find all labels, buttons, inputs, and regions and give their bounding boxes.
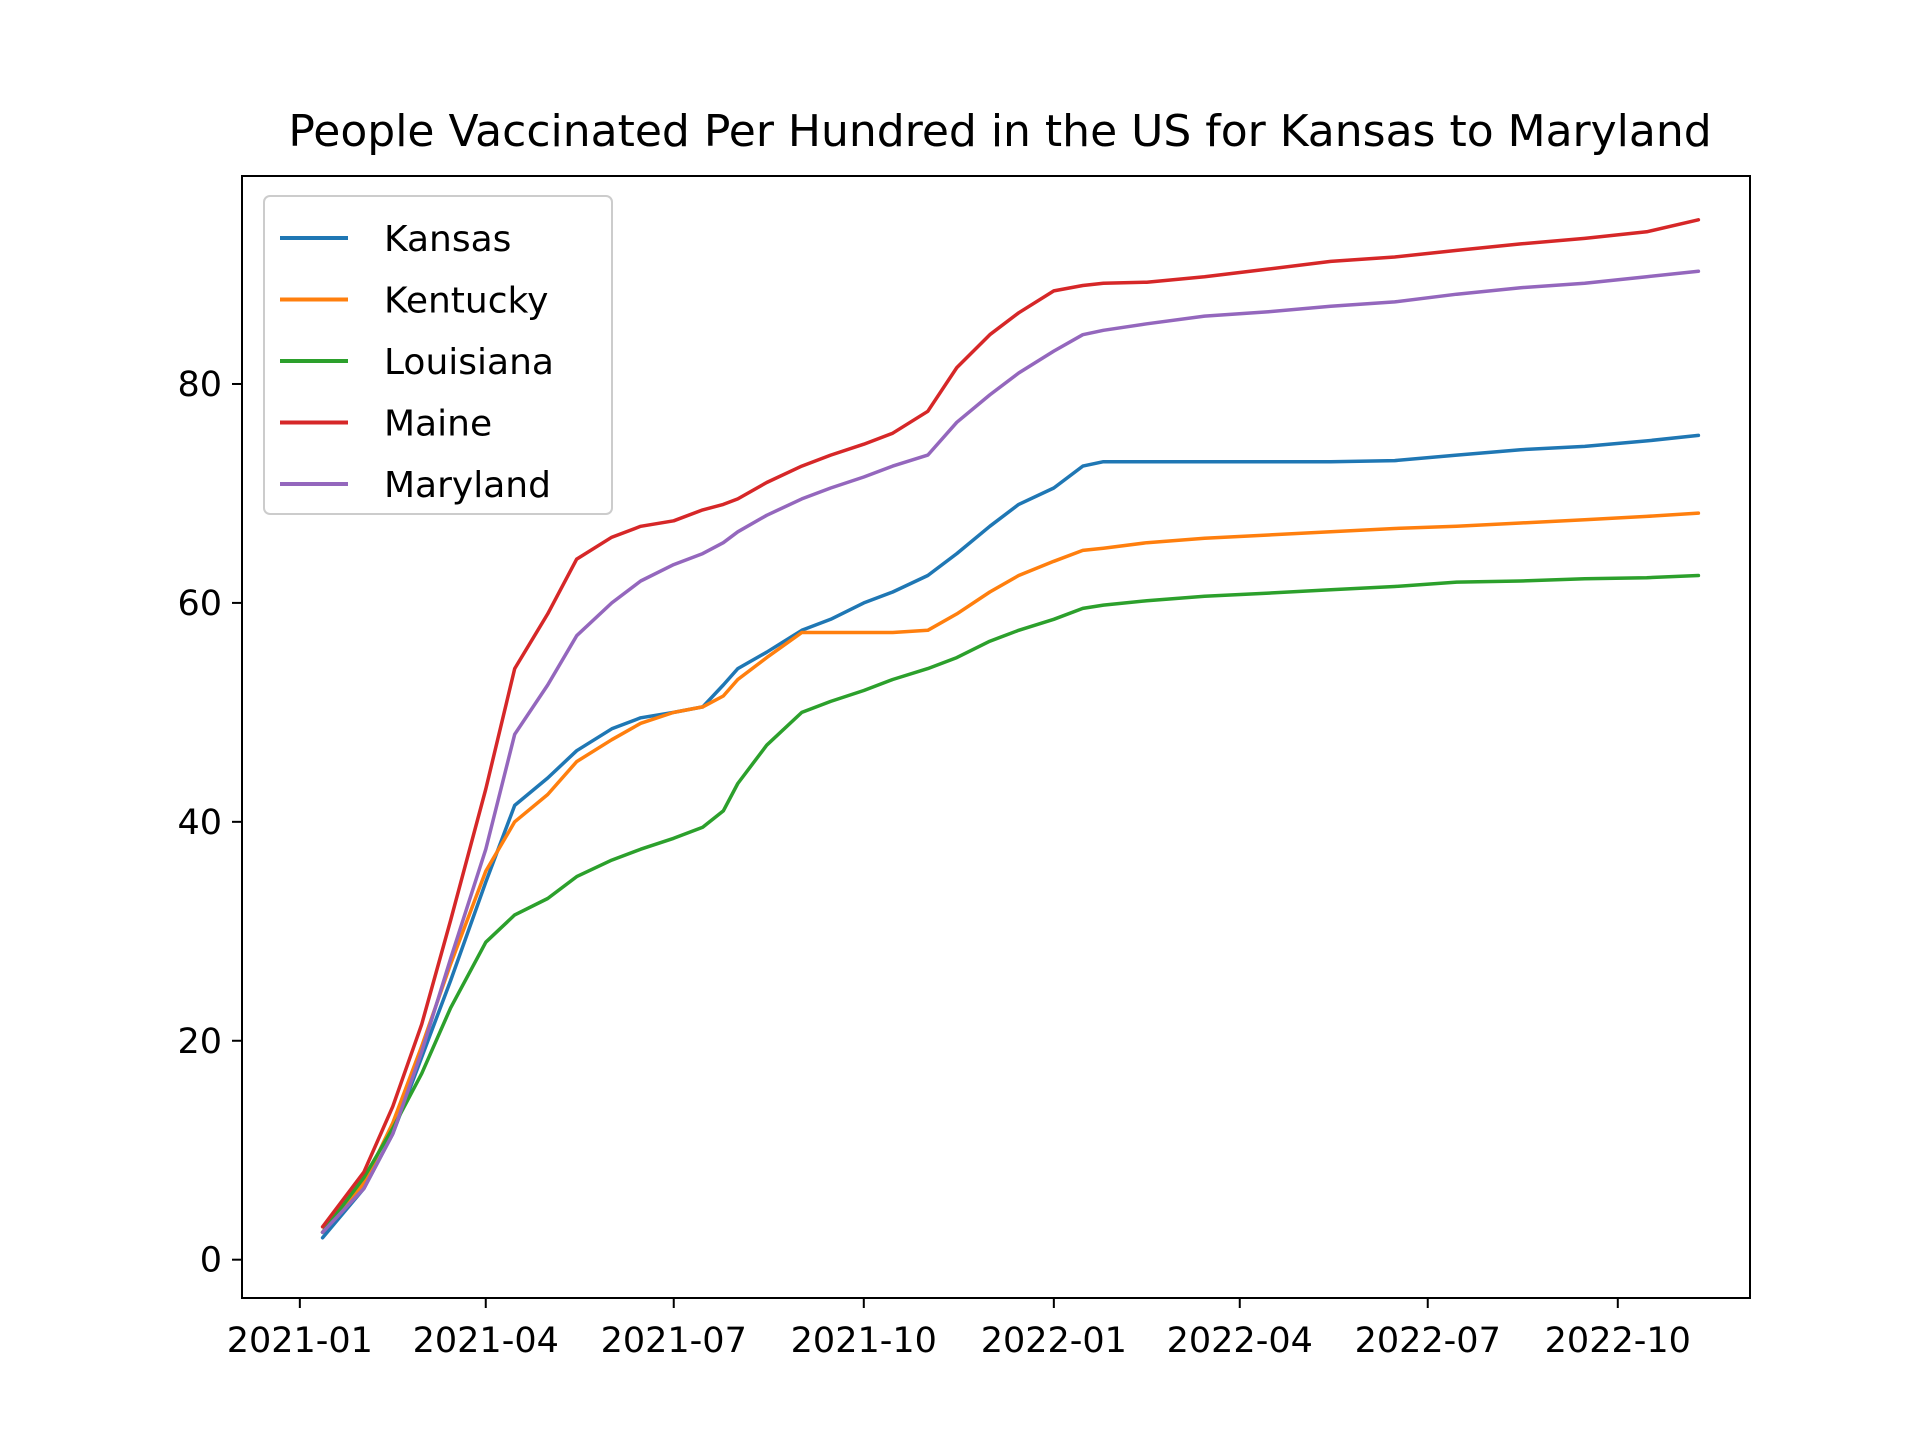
series-line-kansas [320, 433, 1701, 1240]
x-tick-label: 2021-10 [791, 1321, 937, 1361]
x-tick-label: 2022-07 [1355, 1321, 1501, 1361]
legend-label-kentucky: Kentucky [384, 281, 548, 322]
series-line-maine [320, 218, 1701, 1229]
x-tick-label: 2022-01 [981, 1321, 1127, 1361]
y-tick-label: 40 [177, 803, 222, 843]
series-line-louisiana [320, 573, 1701, 1235]
legend-label-kansas: Kansas [384, 219, 511, 260]
chart-title: People Vaccinated Per Hundred in the US … [288, 106, 1711, 157]
plot-frame [241, 175, 1751, 1299]
series-line-kentucky [320, 511, 1701, 1235]
x-tick-label: 2021-07 [601, 1321, 747, 1361]
y-axis: 0 20 40 60 80 [177, 365, 242, 1281]
legend-box [263, 195, 613, 515]
y-tick-label: 20 [177, 1022, 222, 1062]
series-line-maryland [320, 269, 1701, 1235]
x-axis: 2021-01 2021-04 2021-07 2021-10 2022-01 2022-… [227, 1298, 1691, 1361]
plot-lines [320, 218, 1701, 1240]
x-tick-label: 2021-01 [227, 1321, 373, 1361]
x-tick-label: 2022-04 [1167, 1321, 1313, 1361]
y-tick-label: 0 [200, 1241, 222, 1281]
legend-label-maine: Maine [384, 404, 492, 445]
legend-label-louisiana: Louisiana [384, 342, 554, 383]
x-tick-label: 2022-10 [1545, 1321, 1691, 1361]
legend: Kansas Kentucky Louisiana Maine Maryland [263, 195, 613, 515]
legend-label-maryland: Maryland [384, 465, 551, 506]
y-tick-label: 80 [177, 365, 222, 405]
y-tick-label: 60 [177, 584, 222, 624]
x-tick-label: 2021-04 [413, 1321, 559, 1361]
